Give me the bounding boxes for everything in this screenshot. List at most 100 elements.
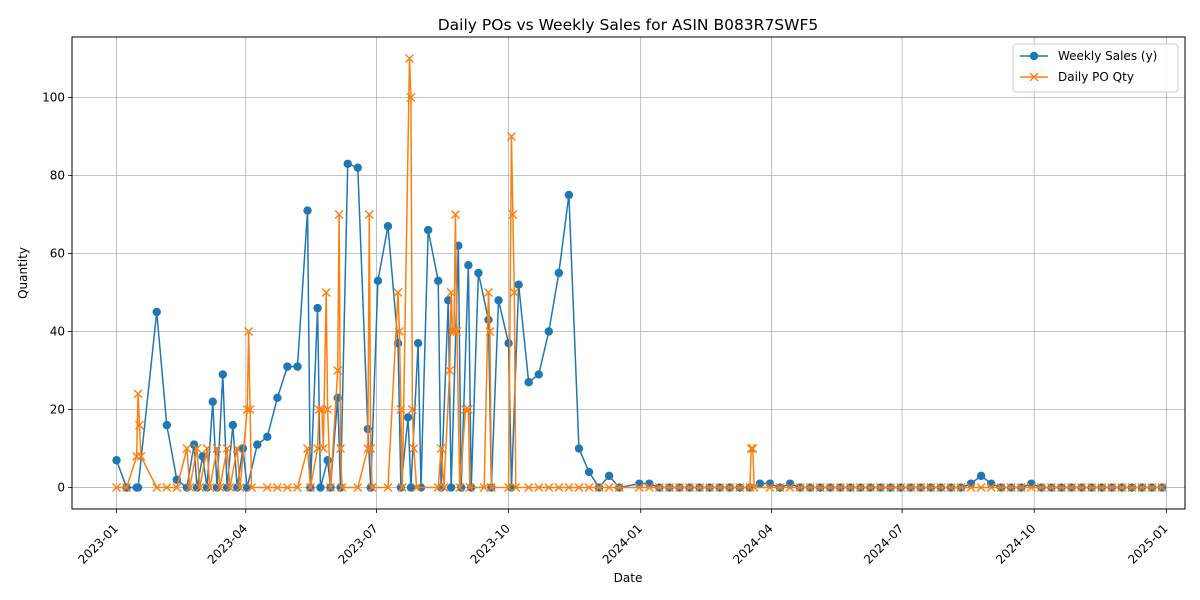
data-point <box>886 483 896 493</box>
data-point <box>509 288 519 297</box>
data-point <box>494 296 503 305</box>
data-point <box>554 483 564 493</box>
data-point <box>506 131 516 141</box>
data-point <box>511 483 521 493</box>
data-point <box>485 327 495 337</box>
data-point <box>735 483 745 493</box>
data-point <box>876 483 886 493</box>
data-point <box>136 451 146 461</box>
x-tick-label: 2023-10 <box>468 521 513 566</box>
data-point <box>318 444 328 454</box>
data-point <box>243 483 252 492</box>
data-point <box>253 440 262 449</box>
data-point <box>112 483 122 493</box>
data-point <box>413 339 423 348</box>
y-tick-label: 0 <box>57 481 65 495</box>
x-axis-label: Date <box>614 571 643 585</box>
data-point <box>192 444 202 454</box>
data-point <box>685 483 695 493</box>
y-tick-label: 20 <box>50 403 65 417</box>
data-point <box>765 483 775 493</box>
data-point <box>574 444 584 453</box>
data-point <box>654 483 664 493</box>
data-point <box>705 483 715 493</box>
data-point <box>112 456 121 465</box>
data-point <box>835 483 845 493</box>
data-point <box>292 483 302 493</box>
data-point <box>564 190 574 200</box>
data-point <box>976 483 986 493</box>
data-point <box>242 405 252 415</box>
data-point <box>273 393 282 403</box>
legend-entry: Daily PO Qty <box>1020 70 1134 84</box>
data-point <box>373 276 383 286</box>
data-point <box>172 483 182 493</box>
data-point <box>664 483 674 493</box>
data-point <box>185 483 195 493</box>
data-point <box>225 483 235 493</box>
data-point <box>1036 483 1046 493</box>
data-point <box>262 483 272 493</box>
data-point <box>544 483 554 493</box>
legend-marker <box>1029 72 1039 82</box>
legend-box <box>1012 43 1179 93</box>
data-point <box>222 444 232 454</box>
data-point <box>1157 483 1167 493</box>
x-tick-label: 2024-04 <box>730 521 775 566</box>
data-point <box>393 288 403 297</box>
data-point <box>383 483 393 493</box>
chart-title: Daily POs vs Weekly Sales for ASIN B083R… <box>438 16 819 34</box>
data-point <box>508 209 518 219</box>
data-point <box>746 444 756 454</box>
data-point <box>1046 483 1056 493</box>
data-point <box>805 483 815 493</box>
x-tick-label: 2024-01 <box>600 521 645 566</box>
data-point <box>446 288 456 297</box>
data-point <box>162 420 171 430</box>
data-point <box>409 444 419 454</box>
y-tick-label: 100 <box>42 90 65 104</box>
data-point <box>749 483 759 493</box>
data-point <box>313 303 322 313</box>
data-point <box>604 483 614 493</box>
data-point <box>135 420 144 430</box>
data-point <box>394 327 404 337</box>
data-point <box>182 444 192 454</box>
data-point <box>152 483 162 493</box>
data-point <box>228 420 238 430</box>
data-point <box>956 483 966 493</box>
data-point <box>755 479 765 488</box>
data-point <box>574 483 584 493</box>
data-point <box>122 483 132 493</box>
data-point <box>305 483 315 493</box>
y-tick-label: 40 <box>50 325 65 339</box>
data-point <box>303 444 313 454</box>
data-point <box>218 370 227 379</box>
series-1 <box>112 53 1167 493</box>
data-point <box>439 483 449 493</box>
data-point <box>212 444 222 454</box>
data-point <box>966 483 976 493</box>
data-point <box>986 483 996 493</box>
data-point <box>465 483 475 493</box>
data-point <box>1127 483 1137 493</box>
x-tick-label: 2024-10 <box>993 521 1038 566</box>
data-point <box>745 483 755 493</box>
data-point <box>133 483 143 492</box>
data-point <box>604 471 614 481</box>
data-point <box>195 483 205 493</box>
data-point <box>396 405 406 415</box>
x-tick-label: 2024-07 <box>861 521 906 566</box>
data-point <box>1077 483 1087 493</box>
data-point <box>235 483 245 493</box>
data-point <box>326 483 335 493</box>
data-point <box>403 413 413 422</box>
data-point <box>695 483 705 493</box>
data-point <box>534 370 543 379</box>
data-point <box>452 327 462 337</box>
data-point <box>544 327 553 336</box>
data-point <box>486 483 496 493</box>
data-point <box>367 483 377 493</box>
